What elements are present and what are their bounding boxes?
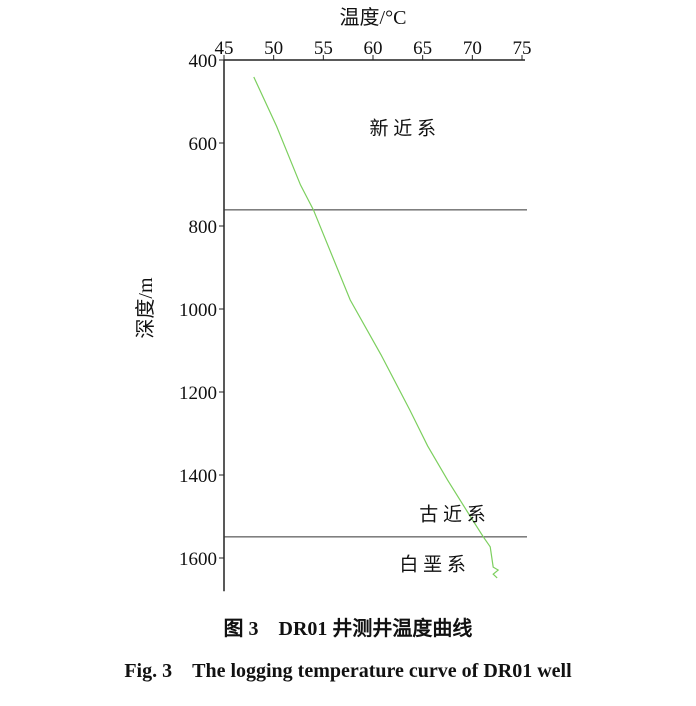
y-tick-label: 1400: [179, 466, 217, 487]
y-tick-label: 800: [189, 217, 218, 238]
y-tick-label: 1600: [179, 549, 217, 570]
formation-label: 白 垩 系: [399, 553, 466, 575]
y-axis-label: 深度/m: [134, 277, 157, 339]
x-tick-label: 50: [264, 38, 283, 59]
formation-label: 新 近 系: [370, 118, 437, 140]
x-tick-label: 45: [215, 38, 234, 59]
temperature-curve: [253, 76, 500, 579]
temperature-depth-chart: 45 50 55 60 65 70 754006008001000120014001600 …: [134, 6, 532, 592]
x-tick-label: 55: [314, 38, 333, 59]
y-tick-label: 600: [189, 134, 218, 155]
caption-english: Fig. 3 The logging temperature curve of …: [124, 660, 572, 682]
y-tick-label: 1000: [179, 300, 217, 321]
caption-chinese: 图 3 DR01 井测井温度曲线: [223, 618, 473, 640]
x-tick-label: 60: [364, 38, 383, 59]
y-tick-label: 1200: [179, 383, 217, 404]
formation-label: 古 近 系: [419, 504, 486, 526]
x-tick-label: 70: [463, 38, 482, 59]
x-tick-label: 65: [413, 38, 432, 59]
x-tick-label: 75: [513, 38, 532, 59]
x-axis-label: 温度/°C: [340, 6, 407, 29]
y-tick-label: 400: [189, 51, 218, 72]
